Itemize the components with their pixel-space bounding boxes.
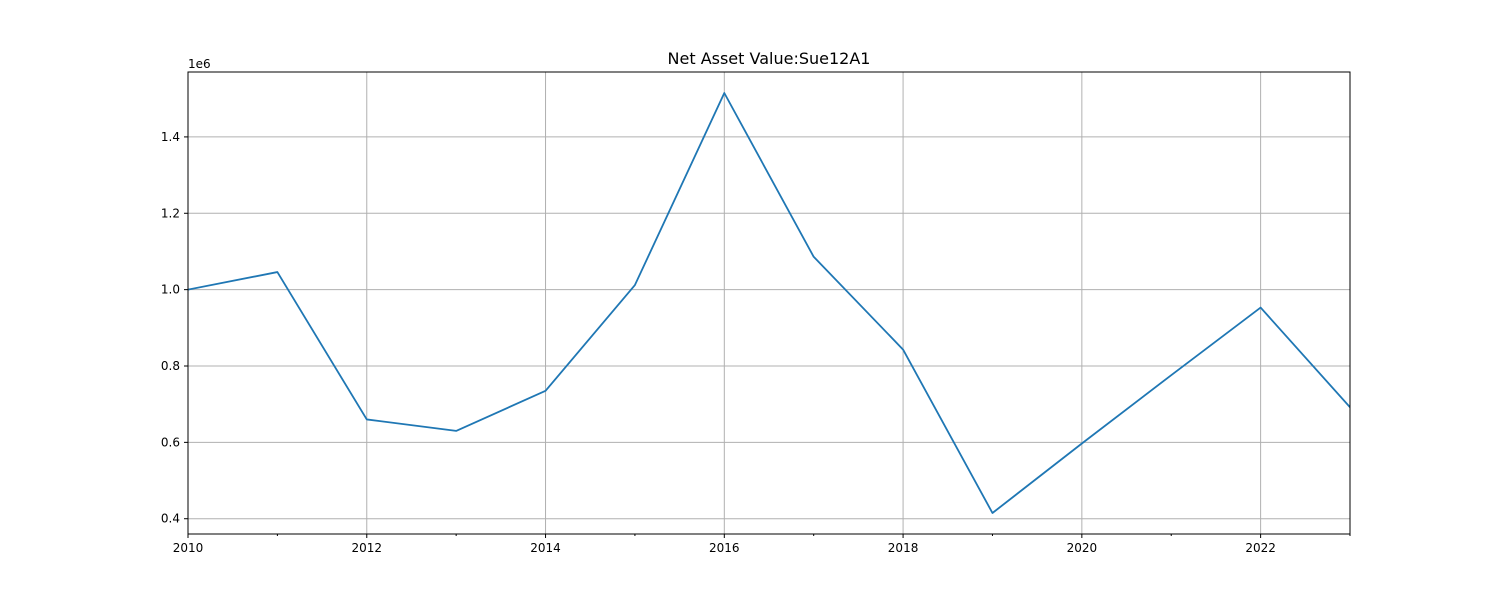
x-tick-label: 2022	[1245, 541, 1276, 555]
x-tick-label: 2010	[173, 541, 204, 555]
y-tick-label: 0.4	[161, 512, 180, 526]
y-tick-label: 0.6	[161, 435, 180, 449]
series-layer	[188, 92, 1350, 514]
x-tick-label: 2018	[888, 541, 919, 555]
y-tick-label: 1.4	[161, 130, 180, 144]
y-tick-label: 1.0	[161, 283, 180, 297]
series-line-0	[188, 92, 1350, 514]
x-tick-label: 2016	[709, 541, 740, 555]
x-tick-label: 2014	[530, 541, 561, 555]
grid-layer	[187, 72, 1350, 534]
plot-frame	[187, 71, 1351, 535]
chart-title: Net Asset Value:Sue12A1	[668, 49, 871, 68]
x-tick-label: 2020	[1067, 541, 1098, 555]
y-tick-label: 1.2	[161, 206, 180, 220]
y-tick-label: 0.8	[161, 359, 180, 373]
tick-layer: 2010 2012 2014 2016 2018 2020 2022 0.4 0.6 0.8 1.0…	[161, 130, 1351, 555]
y-axis-offset-label: 1e6	[188, 57, 211, 71]
x-tick-label: 2012	[351, 541, 382, 555]
